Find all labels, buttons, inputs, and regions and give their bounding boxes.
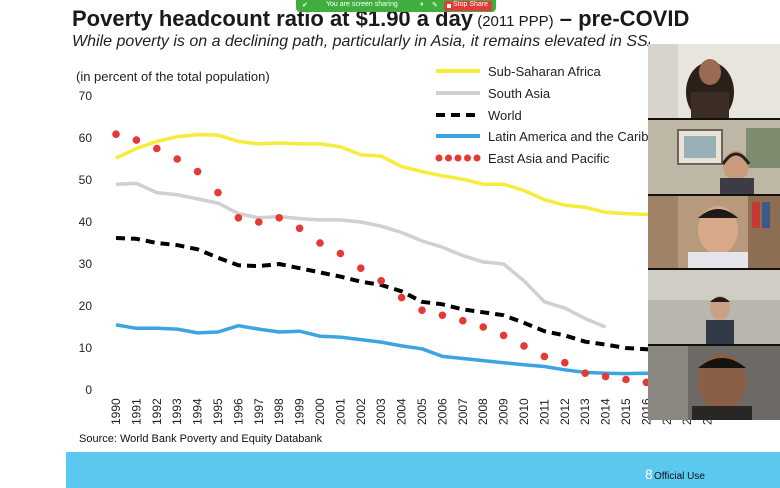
point-east-asia-and-pacific xyxy=(377,277,386,285)
slide-subtitle: While poverty is on a declining path, pa… xyxy=(72,33,650,50)
x-tick-label: 2008 xyxy=(476,398,490,425)
x-tick-label: 2007 xyxy=(456,398,470,425)
x-tick-label: 2004 xyxy=(395,398,409,425)
point-east-asia-and-pacific xyxy=(357,264,365,273)
x-tick-label: 2009 xyxy=(497,398,511,425)
point-east-asia-and-pacific xyxy=(193,167,202,176)
x-tick-label: 2013 xyxy=(578,398,592,425)
x-tick-label: 2003 xyxy=(374,398,388,425)
x-tick-label: 1994 xyxy=(191,398,205,425)
x-tick-label: 1999 xyxy=(293,398,307,425)
screen-share-bar[interactable]: ✔ You are screen sharing ⏸ ✎ Stop Share xyxy=(296,0,496,12)
source-note: Source: World Bank Poverty and Equity Da… xyxy=(79,433,323,445)
x-tick-label: 1995 xyxy=(211,398,225,425)
point-east-asia-and-pacific xyxy=(520,342,528,350)
legend-swatch-east-asia-and-pacific xyxy=(454,154,462,162)
stop-icon xyxy=(447,4,451,8)
series-line-latin-america-and-the-caribbean xyxy=(115,323,688,376)
legend-label-south-asia: South Asia xyxy=(488,86,551,101)
point-east-asia-and-pacific xyxy=(418,306,426,315)
point-east-asia-and-pacific xyxy=(499,331,508,340)
point-east-asia-and-pacific xyxy=(581,369,589,378)
annotate-icon[interactable]: ✎ xyxy=(432,2,438,9)
point-east-asia-and-pacific xyxy=(438,311,447,320)
x-tick-label: 1991 xyxy=(129,398,143,425)
x-tick-label: 2000 xyxy=(313,398,327,425)
point-east-asia-and-pacific xyxy=(479,323,488,331)
classification-label: Official Use xyxy=(654,471,705,482)
x-tick-label: 2012 xyxy=(558,398,572,425)
y-tick-label: 20 xyxy=(79,299,93,313)
point-east-asia-and-pacific xyxy=(397,293,406,302)
participant-4-video-feed xyxy=(648,270,780,344)
x-tick-label: 2002 xyxy=(354,398,368,425)
point-east-asia-and-pacific xyxy=(336,249,345,258)
participant-tile-1[interactable] xyxy=(648,44,780,118)
participant-1-video-feed xyxy=(648,44,780,118)
point-east-asia-and-pacific xyxy=(214,188,222,197)
page-number: 8 xyxy=(645,466,653,482)
series-line-world xyxy=(115,236,688,354)
y-tick-label: 10 xyxy=(79,341,93,355)
y-axis-label: (in percent of the total population) xyxy=(76,69,270,84)
point-east-asia-and-pacific xyxy=(295,224,304,233)
legend-label-world: World xyxy=(488,108,522,123)
x-tick-label: 2011 xyxy=(537,399,551,425)
participant-5-video-feed xyxy=(648,346,780,420)
y-tick-label: 30 xyxy=(79,257,93,271)
x-tick-label: 2005 xyxy=(415,398,429,425)
legend-swatch-east-asia-and-pacific xyxy=(473,154,481,162)
point-east-asia-and-pacific xyxy=(112,130,120,139)
point-east-asia-and-pacific xyxy=(254,218,263,226)
x-tick-label: 1996 xyxy=(231,398,245,425)
slide-footer-band xyxy=(66,452,780,488)
point-east-asia-and-pacific xyxy=(622,375,630,384)
series-line-south-asia xyxy=(115,181,607,329)
x-tick-label: 1992 xyxy=(150,398,164,425)
x-tick-label: 2015 xyxy=(619,398,633,425)
x-tick-label: 2001 xyxy=(333,398,347,425)
legend-swatch-east-asia-and-pacific xyxy=(435,154,443,162)
point-east-asia-and-pacific xyxy=(234,214,243,222)
point-east-asia-and-pacific xyxy=(540,352,549,361)
series-line-sub-saharan-africa xyxy=(115,132,668,220)
sharing-status-text: You are screen sharing xyxy=(326,1,398,8)
share-status-icon: ✔ xyxy=(302,2,308,9)
stop-share-button[interactable]: Stop Share xyxy=(444,1,492,11)
y-tick-label: 60 xyxy=(79,131,93,145)
point-east-asia-and-pacific xyxy=(561,358,569,367)
point-east-asia-and-pacific xyxy=(316,239,324,247)
legend-label-east-asia-and-pacific: East Asia and Pacific xyxy=(488,151,610,166)
legend-label-sub-saharan-africa: Sub-Saharan Africa xyxy=(488,64,602,79)
participant-video-panel[interactable] xyxy=(648,44,780,420)
participant-tile-5[interactable] xyxy=(648,346,780,420)
legend-swatch-east-asia-and-pacific xyxy=(464,154,471,162)
point-east-asia-and-pacific xyxy=(132,136,141,144)
participant-tile-2[interactable] xyxy=(648,120,780,194)
x-tick-label: 1993 xyxy=(170,398,184,425)
point-east-asia-and-pacific xyxy=(173,155,181,163)
x-tick-label: 2006 xyxy=(435,398,449,425)
point-east-asia-and-pacific xyxy=(153,144,161,153)
y-tick-label: 50 xyxy=(79,173,93,187)
y-tick-label: 40 xyxy=(79,215,93,229)
x-tick-label: 1997 xyxy=(252,398,266,425)
pause-share-icon[interactable]: ⏸ xyxy=(420,1,424,8)
participant-tile-4[interactable] xyxy=(648,270,780,344)
y-tick-label: 70 xyxy=(79,89,93,103)
point-east-asia-and-pacific xyxy=(275,214,284,222)
participant-3-video-feed xyxy=(648,196,780,268)
point-east-asia-and-pacific xyxy=(601,372,610,381)
participant-2-video-feed xyxy=(648,120,780,194)
legend-swatch-east-asia-and-pacific xyxy=(445,154,452,162)
x-tick-label: 2010 xyxy=(517,398,531,425)
legend-label-latin-america-and-the-caribbean: Latin America and the Caribbean xyxy=(488,129,677,144)
y-tick-label: 0 xyxy=(85,383,92,397)
point-east-asia-and-pacific xyxy=(459,316,467,325)
x-tick-label: 1990 xyxy=(109,398,123,425)
participant-tile-3[interactable] xyxy=(648,196,780,268)
x-tick-label: 1998 xyxy=(272,398,286,425)
x-tick-label: 2014 xyxy=(599,398,613,425)
